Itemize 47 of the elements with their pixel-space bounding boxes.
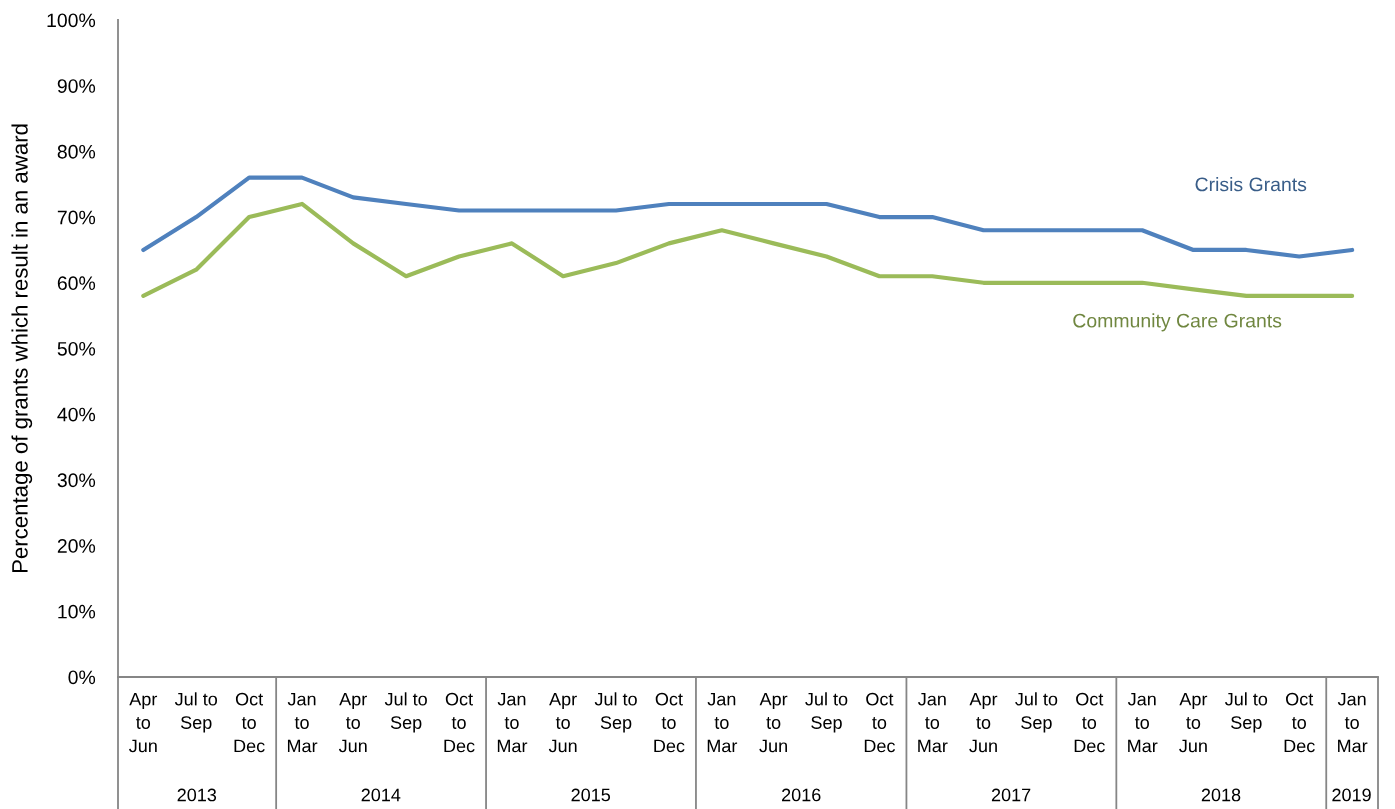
line-series <box>141 175 1355 259</box>
x2-tick-label: 2015 <box>571 788 611 802</box>
y-tick-label: 20% <box>57 539 96 553</box>
x-tick-label: Jan to Mar <box>1127 692 1158 753</box>
x-tick-label: Apr to Jun <box>759 692 788 753</box>
x-tick-label: Jan to Mar <box>1337 692 1368 753</box>
x-tick-label: Apr to Jun <box>548 692 577 753</box>
x-tick-label: Apr to Jun <box>1179 692 1208 753</box>
x-tick-label: Jan to Mar <box>918 692 948 753</box>
x-tick-label: Oct to Dec <box>654 692 685 753</box>
y-tick-label: 10% <box>58 604 96 619</box>
x-tick-label: Jul to Sep <box>805 692 848 733</box>
y-tick-label: 100% <box>47 13 96 28</box>
y-tick-label: 40% <box>57 407 96 422</box>
x2-tick-label: 2018 <box>1201 788 1241 802</box>
series-label: Community Care Grants <box>1073 313 1282 332</box>
y-tick-label: 50% <box>57 341 96 356</box>
x-tick-label: Oct to Dec <box>444 692 475 753</box>
x-tick-label: Oct to Dec <box>864 692 895 753</box>
y-tick-label: 80% <box>57 144 96 159</box>
x-tick-label: Jan to Mar <box>287 692 318 753</box>
x-tick-label: Jul to Sep <box>1225 692 1268 733</box>
y-tick-label: 90% <box>57 79 96 93</box>
line-series <box>141 201 1355 299</box>
x2-tick-label: 2016 <box>782 788 821 802</box>
x-tick-label: Apr to Jun <box>969 692 998 753</box>
x-tick-label: Jan to Mar <box>707 692 738 753</box>
x-tick-label: Jul to Sep <box>1015 692 1058 733</box>
x-tick-label: Oct to Dec <box>1284 692 1315 753</box>
x-tick-label: Jul to Sep <box>594 692 637 733</box>
y-tick-label: 70% <box>57 210 96 225</box>
y-tick-label: 60% <box>57 276 96 291</box>
x-tick-label: Jul to Sep <box>384 692 427 733</box>
text: Crisis Grants <box>1195 177 1307 192</box>
x2-tick-label: 2017 <box>991 788 1031 802</box>
x-tick-label: Oct to Dec <box>1074 692 1105 753</box>
x-tick-label: Jul to Sep <box>174 692 218 733</box>
x-tick-label: Jan to Mar <box>497 692 528 753</box>
x-tick-label: Apr to Jun <box>338 692 367 753</box>
x2-tick-label: 2014 <box>361 788 401 802</box>
x-tick-label: Oct to Dec <box>234 692 265 753</box>
y-tick-label: 0% <box>68 670 96 685</box>
x2-tick-label: 2019 <box>1332 788 1371 802</box>
x-tick-label: Apr to Jun <box>129 692 158 753</box>
y-tick-label: 30% <box>57 473 96 488</box>
y-axis-title: Percentage of grants which result in an award <box>11 124 33 573</box>
x2-tick-label: 2013 <box>177 788 217 802</box>
